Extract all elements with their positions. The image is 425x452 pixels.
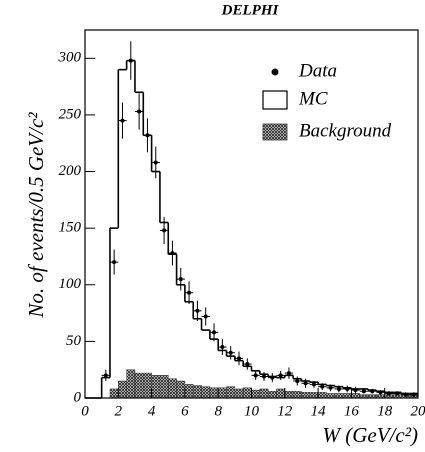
data-point: [195, 308, 200, 313]
data-point: [187, 290, 192, 295]
x-tick-label: 16: [344, 403, 360, 419]
y-tick-label: 100: [59, 276, 82, 292]
background-bar: [317, 392, 327, 399]
y-tick-label: 0: [74, 389, 82, 405]
data-point: [286, 371, 291, 376]
background-bar: [292, 390, 302, 399]
x-tick-label: 8: [214, 403, 222, 419]
background-bar: [334, 393, 344, 399]
data-point: [253, 373, 258, 378]
data-point: [295, 379, 300, 384]
data-point: [270, 375, 275, 380]
x-tick-label: 2: [115, 403, 123, 419]
background-bar: [234, 388, 244, 399]
background-bar: [159, 375, 169, 399]
x-tick-label: 12: [277, 403, 293, 419]
background-bar: [259, 388, 269, 399]
data-point: [228, 350, 233, 355]
background-bar: [192, 385, 202, 399]
background-bar: [342, 393, 352, 399]
y-tick-label: 50: [66, 333, 82, 349]
y-axis-label: No. of events/0.5 GeV/c²: [24, 112, 48, 319]
background-bar: [109, 388, 119, 399]
x-tick-label: 0: [81, 403, 89, 419]
legend-label: Background: [299, 120, 392, 141]
background-bar: [301, 392, 311, 399]
data-point: [145, 133, 150, 138]
legend-marker: [262, 123, 288, 141]
data-point: [278, 373, 283, 378]
background-bar: [184, 384, 194, 399]
x-tick-label: 14: [311, 403, 327, 419]
background-bar: [309, 392, 319, 399]
y-tick-label: 150: [59, 220, 82, 236]
data-point: [237, 356, 242, 361]
background-bar: [209, 387, 219, 399]
background-bar: [284, 390, 294, 399]
data-point: [303, 381, 308, 386]
background-bar: [242, 387, 252, 399]
data-point: [137, 109, 142, 114]
data-point: [153, 160, 158, 165]
data-point: [203, 314, 208, 319]
data-point: [128, 58, 133, 63]
data-point: [386, 391, 391, 396]
data-point: [328, 385, 333, 390]
background-bar: [176, 380, 186, 399]
data-point: [120, 118, 125, 123]
data-point: [345, 386, 350, 391]
background-bar: [276, 388, 286, 399]
x-tick-label: 10: [244, 403, 260, 419]
data-point: [212, 330, 217, 335]
background-bar: [326, 393, 335, 399]
chart-title: DELPHI: [221, 2, 280, 18]
background-bar: [126, 369, 136, 399]
data-point: [178, 277, 183, 282]
legend-marker: [262, 90, 288, 110]
data-point: [245, 362, 250, 367]
data-point: [411, 392, 416, 397]
background-bar: [118, 380, 127, 399]
y-tick-label: 300: [58, 50, 82, 66]
x-tick-label: 20: [411, 403, 425, 419]
data-point: [361, 389, 366, 394]
background-bar: [143, 372, 152, 399]
background-bar: [226, 386, 236, 399]
data-point: [220, 345, 225, 350]
y-tick-label: 200: [59, 163, 82, 179]
legend-label: Data: [298, 60, 337, 81]
background-bar: [151, 375, 161, 399]
x-tick-label: 6: [181, 403, 189, 419]
y-tick-label: 250: [59, 106, 82, 122]
data-point: [353, 388, 358, 393]
x-tick-label: 18: [377, 403, 393, 419]
background-bar: [351, 393, 360, 399]
data-point: [320, 384, 325, 389]
data-point: [103, 373, 108, 378]
data-point: [311, 382, 316, 387]
background-bar: [217, 387, 227, 399]
data-point: [261, 374, 266, 379]
background-bar: [267, 390, 277, 399]
data-point: [162, 228, 167, 233]
background-bar: [201, 386, 211, 399]
data-point: [370, 389, 375, 394]
data-point: [170, 251, 175, 256]
legend-label: MC: [298, 88, 328, 109]
data-point: [403, 392, 408, 397]
x-tick-label: 4: [148, 403, 156, 419]
data-point: [336, 386, 341, 391]
background-bar: [134, 372, 144, 399]
data-point: [112, 260, 117, 265]
legend-marker: [271, 68, 279, 76]
background-bar: [251, 389, 261, 399]
data-point: [378, 390, 383, 395]
x-axis-label: W (GeV/c²): [323, 423, 419, 447]
data-point: [395, 391, 400, 396]
background-bar: [168, 378, 177, 399]
